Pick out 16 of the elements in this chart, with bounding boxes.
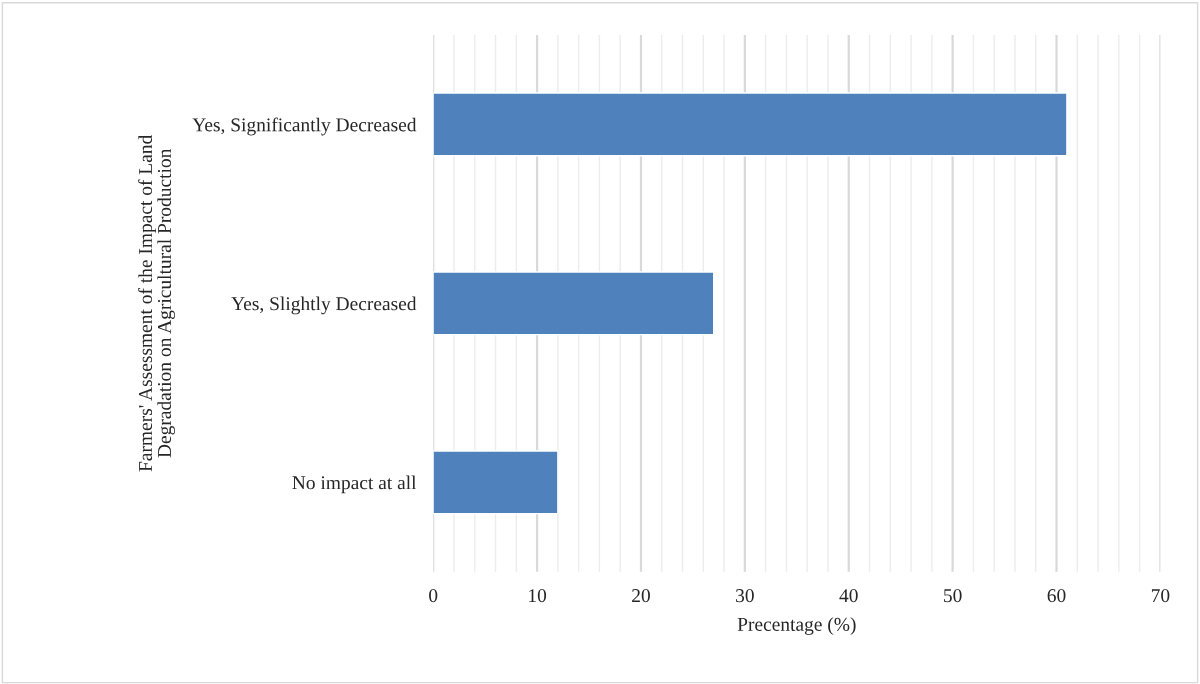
x-tick-label: 10 xyxy=(529,589,547,603)
x-tick-label: 30 xyxy=(736,589,754,603)
x-tick-label: 70 xyxy=(1151,589,1170,603)
bar xyxy=(433,92,1068,157)
x-tick-label: 0 xyxy=(429,589,438,603)
x-tick-label: 20 xyxy=(632,589,650,603)
y-tick-label: No impact at all xyxy=(292,475,417,494)
x-axis-title: Precentage (%) xyxy=(737,617,856,635)
bar xyxy=(433,271,715,336)
x-tick-label: 40 xyxy=(839,589,858,603)
y-axis-title: Farmers' Assessment of the Impact of Land Degradation on Agricultural Production xyxy=(138,134,176,472)
y-tick-label: Yes, Significantly Decreased xyxy=(192,117,417,136)
x-tick-label: 60 xyxy=(1047,589,1066,603)
bar xyxy=(433,450,559,515)
x-tick-label: 50 xyxy=(944,589,962,603)
y-tick-label: Yes, Slightly Decreased xyxy=(231,296,417,315)
